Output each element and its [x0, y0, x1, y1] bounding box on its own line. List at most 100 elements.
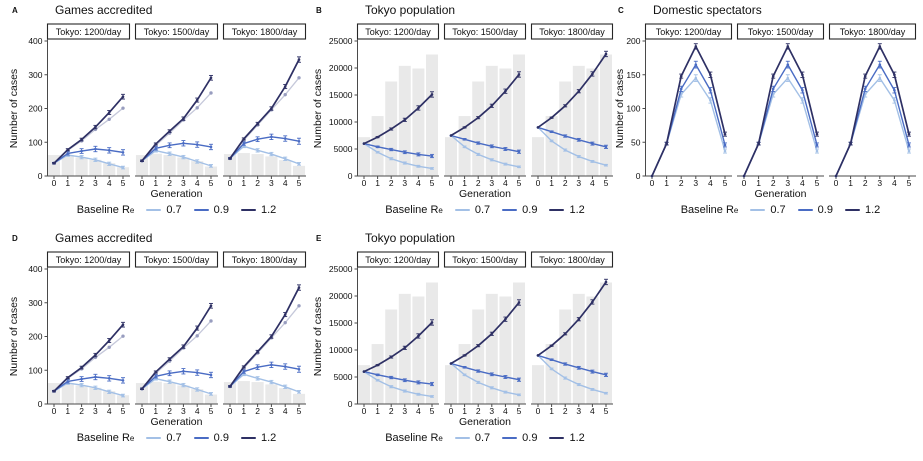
series-line-re-0.7 [53, 154, 124, 169]
x-tick-label: 5 [297, 178, 302, 188]
series-line-re-1.2 [229, 59, 300, 159]
x-tick-label: 5 [209, 178, 214, 188]
series-point [604, 373, 608, 377]
background-bar [177, 157, 190, 176]
series-line-re-0.7 [537, 354, 607, 394]
series-point [376, 135, 379, 139]
series-point [577, 155, 581, 158]
legend-item-0-9: 0.9 [193, 204, 229, 216]
x-tick-label: 5 [121, 406, 126, 416]
reference-marker [195, 106, 199, 110]
background-bar [251, 154, 264, 176]
x-tick-label: 4 [416, 406, 421, 416]
series-point [209, 164, 213, 168]
legend-label: 1.2 [569, 432, 585, 444]
facet-strip-label: Tokyo: 1500/day [144, 27, 210, 37]
series-point [362, 370, 366, 373]
legend-label: 1.2 [260, 204, 277, 216]
series-line-re-0.7 [363, 143, 433, 170]
legend-line-swatch-1-2 [549, 208, 565, 212]
series-point [504, 390, 507, 394]
y-axis-label: Number of cases [8, 297, 20, 376]
reference-marker [297, 76, 301, 80]
series-point [403, 161, 407, 165]
legend-line-swatch-1-2 [549, 436, 565, 440]
background-bar [89, 159, 102, 176]
background-bar [499, 68, 512, 176]
x-tick-label: 2 [679, 178, 684, 188]
facet-3: Tokyo: 1800/day 0 1 2 3 4 5 [530, 23, 614, 188]
facet-2: Tokyo: 1500/day 0 1 2 3 4 5 [134, 23, 219, 188]
legend-label: 1.2 [569, 204, 585, 216]
legend-item-1-2: 1.2 [240, 432, 276, 444]
legend-line-swatch-0-7 [454, 208, 470, 212]
series-point [403, 378, 407, 382]
series-point [815, 132, 819, 136]
y-tick-label: 20000 [329, 291, 353, 301]
series-point [463, 137, 466, 141]
series-point [283, 85, 287, 88]
background-bar [559, 309, 572, 404]
series-line-re-0.9 [141, 370, 212, 390]
series-line-re-0.9 [537, 126, 607, 148]
series-point [723, 132, 727, 136]
panel-title: Domestic spectators [653, 3, 762, 17]
background-bar [472, 81, 485, 176]
series-point [80, 138, 83, 141]
facet-strip-label: Tokyo: 1500/day [452, 27, 518, 37]
series-point [504, 162, 507, 166]
series-line-re-0.7 [229, 373, 300, 393]
series-point [242, 137, 246, 141]
facet-strip-label: Tokyo: 1200/day [365, 255, 431, 265]
x-tick-label: 4 [590, 178, 595, 188]
x-tick-label: 3 [269, 178, 274, 188]
series-point [504, 147, 507, 151]
series-point [66, 376, 70, 379]
series-point [94, 147, 97, 151]
series-point [140, 387, 144, 391]
series-point [490, 145, 494, 148]
background-bar [237, 153, 250, 176]
legend-title-text: Baseline R [385, 204, 439, 216]
legend-title-subscript: e [129, 434, 135, 443]
x-tick-label: 4 [107, 178, 112, 188]
series-point [563, 376, 567, 380]
series-point [283, 137, 287, 140]
series-point [182, 155, 185, 159]
series-point [577, 138, 581, 142]
series-point [563, 332, 567, 336]
facet-3: Tokyo: 1800/day 0 1 2 3 4 5 [828, 23, 917, 188]
x-tick-label: 1 [549, 178, 554, 188]
reference-line [53, 107, 124, 164]
series-point [195, 98, 199, 102]
legend-label: 0.9 [522, 432, 538, 444]
series-point [94, 386, 97, 390]
background-bar [426, 282, 438, 404]
series-point [504, 89, 507, 93]
background-bar [223, 154, 237, 176]
y-tick-label: 200 [626, 36, 640, 46]
background-bar [265, 384, 278, 404]
background-bar [223, 382, 237, 404]
series-point [52, 389, 56, 393]
series-point [907, 143, 911, 147]
y-axis-label: Number of cases [312, 297, 324, 376]
legend-title-subscript: e [733, 206, 739, 215]
series-point [168, 129, 171, 133]
facet-strip [356, 251, 440, 268]
series-point [256, 122, 259, 125]
series-point [182, 369, 185, 373]
legend-label: 0.7 [166, 432, 182, 444]
x-tick-label: 2 [255, 406, 260, 416]
background-bar [445, 137, 457, 176]
x-tick-label: 0 [536, 178, 541, 188]
series-line-re-0.7 [450, 134, 520, 168]
legend-item-1-2: 1.2 [240, 204, 277, 216]
series-point [417, 392, 420, 396]
x-tick-label: 5 [121, 178, 126, 188]
series-point [577, 89, 581, 93]
